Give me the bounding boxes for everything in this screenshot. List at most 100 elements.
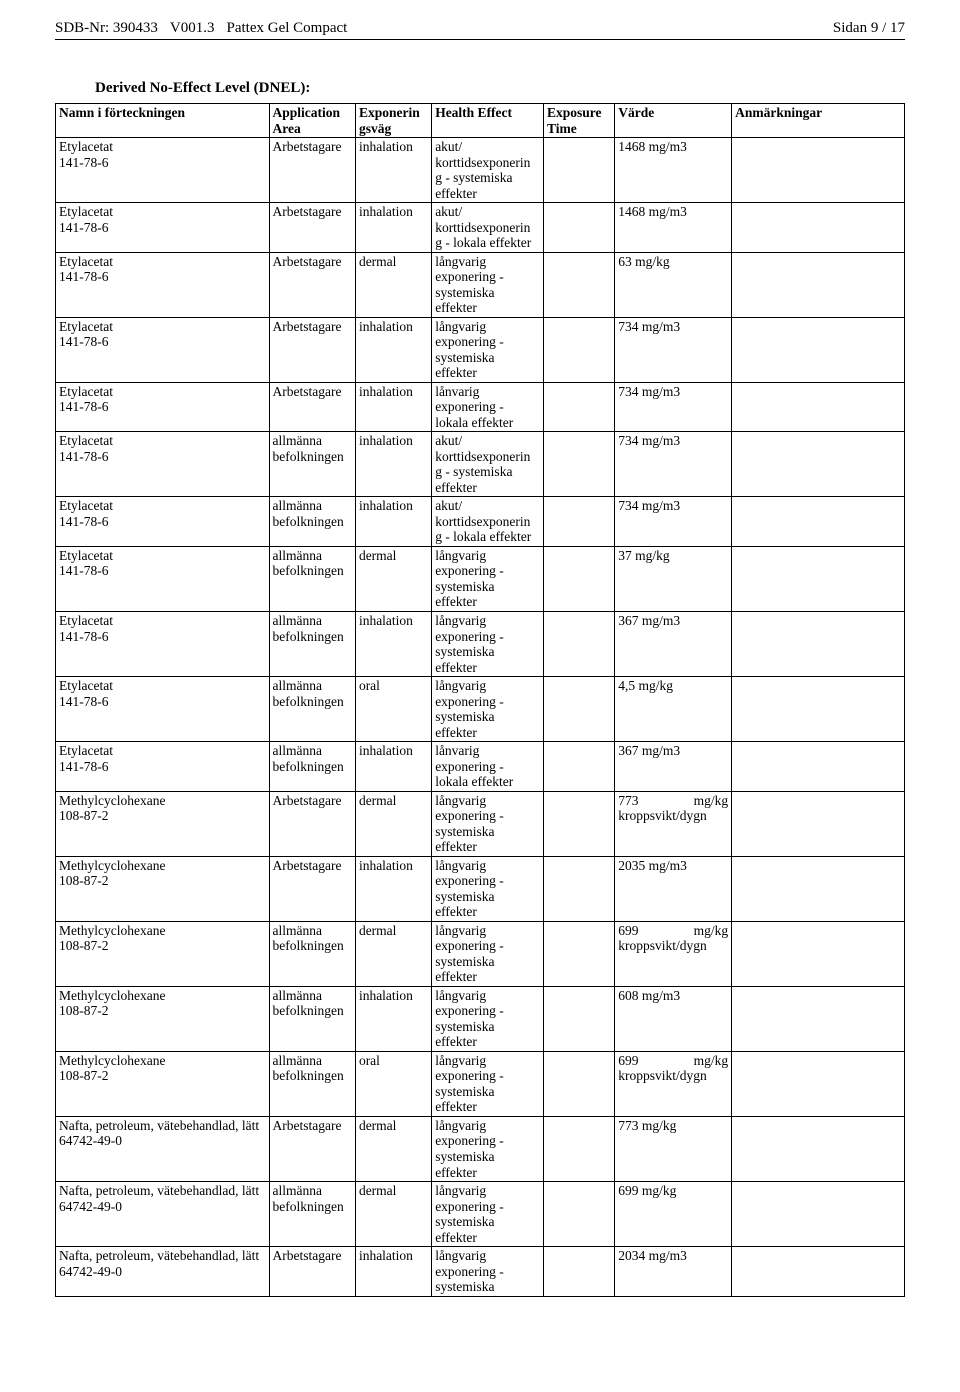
table-cell: allmänna befolkningen bbox=[269, 677, 355, 742]
table-cell: långvarig exponering - systemiska effekt… bbox=[432, 252, 544, 317]
table-cell bbox=[544, 1116, 615, 1181]
table-row: Nafta, petroleum, vätebehandlad, lätt 64… bbox=[56, 1116, 905, 1181]
table-row: Methylcyclohexane 108-87-2Arbetstagarede… bbox=[56, 791, 905, 856]
table-cell bbox=[544, 1247, 615, 1297]
table-cell bbox=[544, 856, 615, 921]
table-cell: 1468 mg/m3 bbox=[615, 203, 732, 253]
table-cell: långvarig exponering - systemiska effekt… bbox=[432, 986, 544, 1051]
table-cell: Etylacetat 141-78-6 bbox=[56, 382, 270, 432]
table-cell: akut/ korttidsexponerin g - systemiska e… bbox=[432, 432, 544, 497]
table-cell: dermal bbox=[355, 1116, 431, 1181]
table-cell: inhalation bbox=[355, 1247, 431, 1297]
table-cell bbox=[544, 921, 615, 986]
table-cell: Nafta, petroleum, vätebehandlad, lätt 64… bbox=[56, 1182, 270, 1247]
table-cell: akut/ korttidsexponerin g - lokala effek… bbox=[432, 203, 544, 253]
table-cell: 63 mg/kg bbox=[615, 252, 732, 317]
table-cell bbox=[732, 252, 905, 317]
table-cell bbox=[732, 1116, 905, 1181]
table-cell: Nafta, petroleum, vätebehandlad, lätt 64… bbox=[56, 1247, 270, 1297]
table-cell bbox=[732, 677, 905, 742]
table-cell: inhalation bbox=[355, 856, 431, 921]
table-row: Etylacetat 141-78-6allmänna befolkningen… bbox=[56, 497, 905, 547]
table-cell bbox=[732, 856, 905, 921]
table-cell: Methylcyclohexane 108-87-2 bbox=[56, 1051, 270, 1116]
table-cell: långvarig exponering - systemiska effekt… bbox=[432, 791, 544, 856]
table-cell: Etylacetat 141-78-6 bbox=[56, 546, 270, 611]
table-cell: Arbetstagare bbox=[269, 317, 355, 382]
table-cell bbox=[544, 203, 615, 253]
table-cell: 734 mg/m3 bbox=[615, 497, 732, 547]
table-cell: Etylacetat 141-78-6 bbox=[56, 742, 270, 792]
table-cell bbox=[544, 432, 615, 497]
table-row: Methylcyclohexane 108-87-2allmänna befol… bbox=[56, 921, 905, 986]
product-name: Pattex Gel Compact bbox=[227, 20, 348, 37]
table-cell bbox=[732, 382, 905, 432]
table-cell bbox=[732, 742, 905, 792]
table-row: Etylacetat 141-78-6Arbetstagareinhalatio… bbox=[56, 203, 905, 253]
table-row: Methylcyclohexane 108-87-2allmänna befol… bbox=[56, 986, 905, 1051]
table-cell: allmänna befolkningen bbox=[269, 546, 355, 611]
col-exposure-time: Exposure Time bbox=[544, 104, 615, 138]
table-cell: dermal bbox=[355, 921, 431, 986]
table-cell bbox=[732, 921, 905, 986]
table-cell: inhalation bbox=[355, 382, 431, 432]
table-cell bbox=[544, 677, 615, 742]
table-cell: inhalation bbox=[355, 432, 431, 497]
table-cell: långvarig exponering - systemiska effekt… bbox=[432, 1116, 544, 1181]
table-cell: långvarig exponering - systemiska effekt… bbox=[432, 317, 544, 382]
table-cell bbox=[732, 546, 905, 611]
table-cell: allmänna befolkningen bbox=[269, 1182, 355, 1247]
table-cell: långvarig exponering - systemiska effekt… bbox=[432, 1182, 544, 1247]
table-cell: 734 mg/m3 bbox=[615, 382, 732, 432]
table-cell: dermal bbox=[355, 546, 431, 611]
table-cell: Methylcyclohexane 108-87-2 bbox=[56, 986, 270, 1051]
table-cell bbox=[544, 546, 615, 611]
table-cell: Etylacetat 141-78-6 bbox=[56, 677, 270, 742]
table-cell: Arbetstagare bbox=[269, 1116, 355, 1181]
table-cell bbox=[732, 986, 905, 1051]
table-cell bbox=[732, 138, 905, 203]
table-cell: Arbetstagare bbox=[269, 791, 355, 856]
table-cell: Arbetstagare bbox=[269, 382, 355, 432]
table-cell: dermal bbox=[355, 791, 431, 856]
col-effect: Health Effect bbox=[432, 104, 544, 138]
table-cell: inhalation bbox=[355, 611, 431, 676]
table-cell: akut/ korttidsexponerin g - systemiska e… bbox=[432, 138, 544, 203]
table-cell: 2034 mg/m3 bbox=[615, 1247, 732, 1297]
table-cell: lånvarig exponering - lokala effekter bbox=[432, 382, 544, 432]
table-cell: Etylacetat 141-78-6 bbox=[56, 611, 270, 676]
table-row: Methylcyclohexane 108-87-2allmänna befol… bbox=[56, 1051, 905, 1116]
table-cell: 367 mg/m3 bbox=[615, 742, 732, 792]
table-cell: 1468 mg/m3 bbox=[615, 138, 732, 203]
table-cell: Etylacetat 141-78-6 bbox=[56, 138, 270, 203]
table-cell bbox=[544, 252, 615, 317]
table-cell bbox=[732, 203, 905, 253]
table-cell: inhalation bbox=[355, 986, 431, 1051]
table-row: Etylacetat 141-78-6allmänna befolkningen… bbox=[56, 742, 905, 792]
table-cell bbox=[544, 791, 615, 856]
table-cell: allmänna befolkningen bbox=[269, 986, 355, 1051]
table-cell: allmänna befolkningen bbox=[269, 611, 355, 676]
table-cell bbox=[544, 138, 615, 203]
table-cell: allmänna befolkningen bbox=[269, 921, 355, 986]
table-cell: Arbetstagare bbox=[269, 203, 355, 253]
table-cell: Arbetstagare bbox=[269, 252, 355, 317]
table-cell: Etylacetat 141-78-6 bbox=[56, 203, 270, 253]
table-cell bbox=[544, 611, 615, 676]
col-application: Application Area bbox=[269, 104, 355, 138]
table-cell: inhalation bbox=[355, 138, 431, 203]
table-cell: 699mg/kgkroppsvikt/dygn bbox=[615, 921, 732, 986]
table-cell: Etylacetat 141-78-6 bbox=[56, 432, 270, 497]
table-cell bbox=[732, 1182, 905, 1247]
table-cell: Methylcyclohexane 108-87-2 bbox=[56, 791, 270, 856]
table-cell: akut/ korttidsexponerin g - lokala effek… bbox=[432, 497, 544, 547]
table-cell: oral bbox=[355, 1051, 431, 1116]
table-header-row: Namn i förteckningen Application Area Ex… bbox=[56, 104, 905, 138]
table-cell: långvarig exponering - systemiska effekt… bbox=[432, 856, 544, 921]
table-cell: 734 mg/m3 bbox=[615, 432, 732, 497]
page-number: Sidan 9 / 17 bbox=[833, 20, 905, 37]
table-row: Nafta, petroleum, vätebehandlad, lätt 64… bbox=[56, 1182, 905, 1247]
table-cell: långvarig exponering - systemiska effekt… bbox=[432, 677, 544, 742]
col-substance: Namn i förteckningen bbox=[56, 104, 270, 138]
table-cell: allmänna befolkningen bbox=[269, 497, 355, 547]
